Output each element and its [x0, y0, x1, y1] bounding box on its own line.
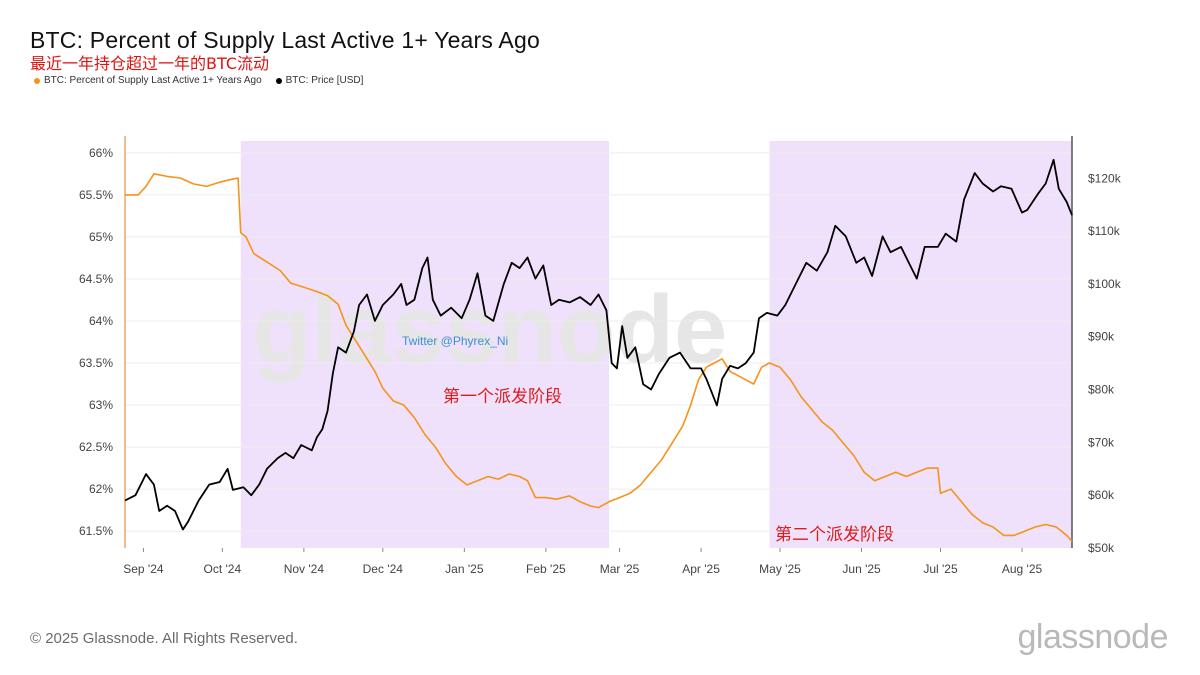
footer-brand-logo: glassnode [1017, 618, 1168, 656]
x-tick-label: Nov '24 [284, 562, 325, 576]
axes [124, 136, 1073, 548]
legend-item-price[interactable]: BTC: Price [USD] [275, 75, 364, 86]
y-left-tick-label: 62.5% [79, 440, 113, 454]
y-right-tick-label: $90k [1088, 330, 1115, 344]
x-tick-label: Dec '24 [363, 562, 404, 576]
y-right-tick-label: $70k [1088, 435, 1115, 449]
y-left-tick-label: 64% [89, 314, 113, 328]
x-ticks: Sep '24 Oct '24 Nov '24 Dec '24 Jan '25 Feb '… [123, 548, 1043, 576]
series-price-line [124, 158, 1073, 531]
chart-subtitle: 最近一年持仓超过一年的BTC流动 [30, 54, 269, 73]
distribution-phase-region-2 [769, 141, 1072, 548]
chart-legend: BTC: Percent of Supply Last Active 1+ Ye… [34, 75, 363, 86]
y-left-tick-label: 63.5% [79, 356, 113, 370]
x-tick-label: Aug '25 [1002, 562, 1043, 576]
y-right-tick-label: $120k [1088, 171, 1122, 185]
series-lines [124, 158, 1073, 542]
legend-item-supply[interactable]: BTC: Percent of Supply Last Active 1+ Ye… [34, 75, 262, 86]
chart-watermark: glassnode [253, 276, 728, 383]
y-left-tick-label: 65% [89, 230, 113, 244]
chart-title: BTC: Percent of Supply Last Active 1+ Ye… [30, 27, 540, 53]
grid-lines [125, 152, 1072, 532]
y-left-tick-label: 66% [89, 146, 113, 160]
y-left-tick-label: 63% [89, 398, 113, 412]
y-right-tick-label: $60k [1088, 488, 1115, 502]
y-right-tick-label: $100k [1088, 277, 1122, 291]
y-right-tick-label: $80k [1088, 383, 1115, 397]
y-right-ticks: $50k $60k $70k $80k $90k $100k $110k $120k [1088, 171, 1122, 555]
distribution-phase-region-1 [240, 141, 610, 548]
x-tick-label: Sep '24 [123, 562, 164, 576]
y-left-ticks: 61.5% 62% 62.5% 63% 63.5% 64% 64.5% 65% 65.5% 66% [79, 146, 113, 538]
footer-copyright: © 2025 Glassnode. All Rights Reserved. [30, 630, 298, 647]
annotation-phase-one: 第一个派发阶段 [443, 387, 562, 407]
x-tick-label: Jan '25 [445, 562, 484, 576]
x-tick-label: Mar '25 [600, 562, 640, 576]
legend-marker-supply [34, 77, 40, 84]
x-tick-label: Oct '24 [204, 562, 242, 576]
x-tick-label: May '25 [759, 562, 801, 576]
x-tick-label: Jul '25 [923, 562, 958, 576]
y-left-tick-label: 65.5% [79, 188, 113, 202]
legend-label-supply: BTC: Percent of Supply Last Active 1+ Ye… [44, 75, 262, 86]
y-right-tick-label: $110k [1088, 224, 1121, 238]
x-tick-label: Jun '25 [842, 562, 881, 576]
y-left-tick-label: 64.5% [79, 272, 113, 286]
y-left-tick-label: 62% [89, 482, 113, 496]
series-supply-line [125, 173, 1073, 542]
y-right-tick-label: $50k [1088, 541, 1115, 555]
legend-label-price: BTC: Price [USD] [285, 75, 364, 86]
annotation-phase-two: 第二个派发阶段 [775, 525, 894, 545]
legend-marker-price [275, 77, 282, 84]
y-left-tick-label: 61.5% [79, 524, 113, 538]
x-tick-label: Feb '25 [526, 562, 566, 576]
annotation-credit: Twitter @Phyrex_Ni [402, 334, 508, 348]
x-tick-label: Apr '25 [682, 562, 720, 576]
shaded-regions [240, 141, 1072, 548]
